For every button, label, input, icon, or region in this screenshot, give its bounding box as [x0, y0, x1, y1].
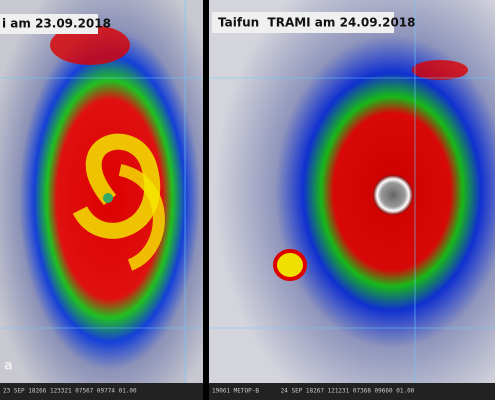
cloud-cell [273, 249, 307, 281]
corner-label: a [4, 359, 13, 374]
eye [103, 193, 113, 203]
footer-strip [0, 383, 203, 400]
spiral-band [72, 133, 161, 239]
spiral-band [118, 164, 165, 271]
caption: i am 23.09.2018 [2, 17, 111, 31]
caption-box [0, 14, 98, 34]
caption-box [212, 12, 394, 33]
cloud-cell [412, 60, 468, 80]
caption: Taifun TRAMI am 24.09.2018 [218, 16, 416, 30]
right-panel: Taifun TRAMI am 24.09.2018 19061 METOP-B… [209, 0, 495, 400]
left-panel: i am 23.09.2018 a 23 SEP 18266 123321 07… [0, 0, 203, 400]
footer-text: 23 SEP 18266 123321 07567 09774 01.00 [3, 388, 137, 395]
cloud-cell [50, 25, 130, 65]
right-image [209, 0, 495, 383]
footer-strip [209, 383, 495, 400]
footer-text: 19061 METOP-B 24 SEP 18267 121231 07368 … [212, 388, 415, 395]
eye [373, 175, 413, 215]
